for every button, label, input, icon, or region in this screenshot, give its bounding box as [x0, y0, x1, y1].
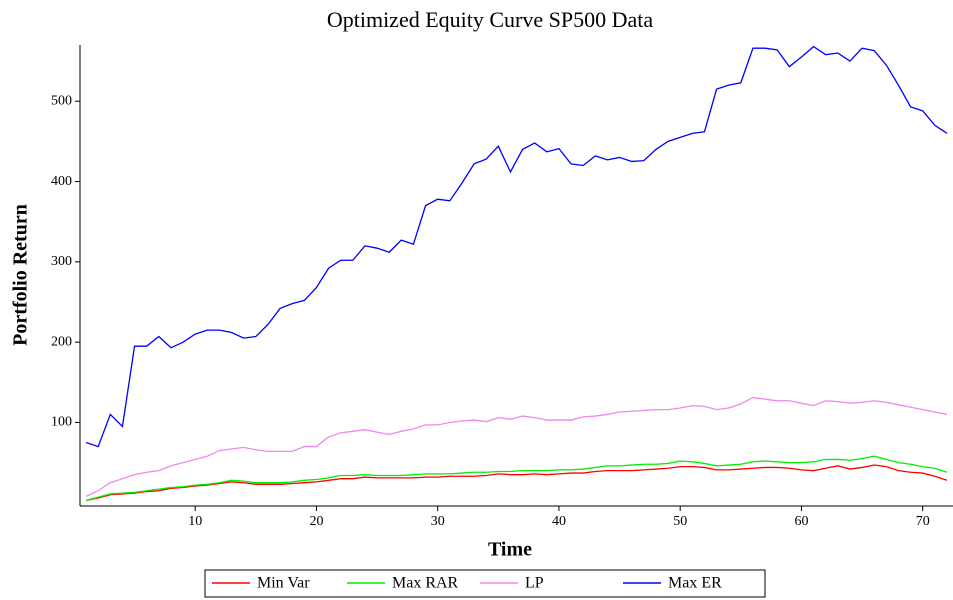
y-tick-label: 200 — [51, 334, 72, 349]
x-tick-label: 50 — [673, 514, 687, 529]
x-tick-label: 30 — [431, 514, 445, 529]
legend-box — [204, 569, 766, 598]
x-tick-label: 20 — [309, 514, 323, 529]
series-line — [85, 45, 948, 448]
y-tick-label: 500 — [51, 93, 72, 108]
y-tick-label: 300 — [51, 254, 72, 269]
x-tick-label: 70 — [916, 514, 930, 529]
x-axis-title: Time — [488, 539, 532, 561]
chart-title: Optimized Equity Curve SP500 Data — [327, 7, 654, 32]
series-line — [85, 455, 948, 502]
x-tick-label: 60 — [794, 514, 808, 529]
y-axis-title: Portfolio Return — [10, 204, 32, 346]
y-tick-label: 400 — [51, 174, 72, 189]
x-tick-label: 10 — [188, 514, 202, 529]
y-tick-label: 100 — [51, 415, 72, 430]
series-line — [85, 396, 948, 497]
legend-text: Max RAR — [392, 575, 459, 592]
legend-text: Min Var — [257, 575, 310, 592]
x-tick-label: 40 — [552, 514, 566, 529]
legend-text: Max ER — [668, 575, 722, 592]
legend-text: LP — [525, 575, 544, 592]
series-line — [85, 464, 948, 502]
